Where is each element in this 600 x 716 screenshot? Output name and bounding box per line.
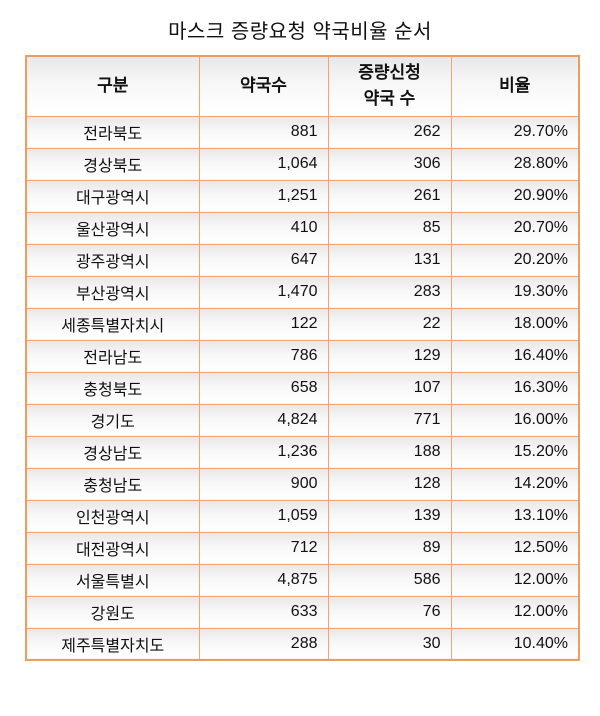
cell-pharmacy-count: 900 bbox=[198, 467, 329, 501]
table-row: 전라북도 881 262 29.70% bbox=[25, 115, 580, 149]
table-row: 제주특별자치도 288 30 10.40% bbox=[25, 627, 580, 661]
cell-ratio: 29.70% bbox=[450, 115, 580, 149]
cell-pharmacy-count: 4,824 bbox=[198, 403, 329, 437]
col-header-region: 구분 bbox=[25, 55, 200, 117]
cell-region: 부산광역시 bbox=[25, 275, 200, 309]
cell-pharmacy-count: 658 bbox=[198, 371, 329, 405]
header-row: 구분 약국수 증량신청 약국 수 비율 bbox=[25, 55, 580, 117]
cell-request-count: 261 bbox=[327, 179, 452, 213]
table-row: 경기도 4,824 771 16.00% bbox=[25, 403, 580, 437]
cell-ratio: 14.20% bbox=[450, 467, 580, 501]
table-row: 전라남도 786 129 16.40% bbox=[25, 339, 580, 373]
cell-ratio: 13.10% bbox=[450, 499, 580, 533]
cell-ratio: 20.70% bbox=[450, 211, 580, 245]
cell-ratio: 18.00% bbox=[450, 307, 580, 341]
page-title: 마스크 증량요청 약국비율 순서 bbox=[168, 21, 432, 43]
table-header: 구분 약국수 증량신청 약국 수 비율 bbox=[25, 55, 580, 117]
cell-request-count: 129 bbox=[327, 339, 452, 373]
table-body: 전라북도 881 262 29.70% 경상북도 1,064 306 28.80% 대구광역시 1… bbox=[25, 115, 580, 661]
cell-request-count: 85 bbox=[327, 211, 452, 245]
cell-ratio: 12.50% bbox=[450, 531, 580, 565]
cell-pharmacy-count: 410 bbox=[198, 211, 329, 245]
cell-region: 강원도 bbox=[25, 595, 200, 629]
col-header-request-count: 증량신청 약국 수 bbox=[327, 55, 452, 117]
cell-region: 세종특별자치시 bbox=[25, 307, 200, 341]
cell-request-count: 586 bbox=[327, 563, 452, 597]
cell-region: 충청남도 bbox=[25, 467, 200, 501]
cell-request-count: 283 bbox=[327, 275, 452, 309]
cell-pharmacy-count: 1,470 bbox=[198, 275, 329, 309]
cell-ratio: 19.30% bbox=[450, 275, 580, 309]
cell-pharmacy-count: 881 bbox=[198, 115, 329, 149]
cell-pharmacy-count: 122 bbox=[198, 307, 329, 341]
cell-request-count: 262 bbox=[327, 115, 452, 149]
cell-pharmacy-count: 712 bbox=[198, 531, 329, 565]
cell-region: 전라북도 bbox=[25, 115, 200, 149]
mask-request-ratio-table: 구분 약국수 증량신청 약국 수 비율 전라북도 881 262 29.70% 경상북도… bbox=[25, 55, 580, 661]
cell-region: 전라남도 bbox=[25, 339, 200, 373]
cell-ratio: 16.40% bbox=[450, 339, 580, 373]
table-row: 경상북도 1,064 306 28.80% bbox=[25, 147, 580, 181]
table-row: 대전광역시 712 89 12.50% bbox=[25, 531, 580, 565]
cell-region: 경상남도 bbox=[25, 435, 200, 469]
cell-request-count: 306 bbox=[327, 147, 452, 181]
cell-pharmacy-count: 4,875 bbox=[198, 563, 329, 597]
cell-region: 서울특별시 bbox=[25, 563, 200, 597]
table-row: 광주광역시 647 131 20.20% bbox=[25, 243, 580, 277]
cell-pharmacy-count: 1,236 bbox=[198, 435, 329, 469]
table-row: 서울특별시 4,875 586 12.00% bbox=[25, 563, 580, 597]
cell-region: 울산광역시 bbox=[25, 211, 200, 245]
cell-pharmacy-count: 786 bbox=[198, 339, 329, 373]
cell-pharmacy-count: 288 bbox=[198, 627, 329, 661]
col-header-ratio: 비율 bbox=[450, 55, 580, 117]
cell-region: 광주광역시 bbox=[25, 243, 200, 277]
cell-region: 대구광역시 bbox=[25, 179, 200, 213]
table-row: 경상남도 1,236 188 15.20% bbox=[25, 435, 580, 469]
cell-request-count: 188 bbox=[327, 435, 452, 469]
table-row: 울산광역시 410 85 20.70% bbox=[25, 211, 580, 245]
cell-request-count: 107 bbox=[327, 371, 452, 405]
cell-region: 대전광역시 bbox=[25, 531, 200, 565]
col-header-pharmacy-count: 약국수 bbox=[198, 55, 329, 117]
cell-request-count: 30 bbox=[327, 627, 452, 661]
cell-pharmacy-count: 1,059 bbox=[198, 499, 329, 533]
cell-ratio: 20.20% bbox=[450, 243, 580, 277]
table-row: 대구광역시 1,251 261 20.90% bbox=[25, 179, 580, 213]
table-row: 세종특별자치시 122 22 18.00% bbox=[25, 307, 580, 341]
cell-request-count: 89 bbox=[327, 531, 452, 565]
cell-request-count: 771 bbox=[327, 403, 452, 437]
table-row: 충청북도 658 107 16.30% bbox=[25, 371, 580, 405]
cell-ratio: 16.30% bbox=[450, 371, 580, 405]
cell-ratio: 16.00% bbox=[450, 403, 580, 437]
cell-region: 충청북도 bbox=[25, 371, 200, 405]
cell-request-count: 131 bbox=[327, 243, 452, 277]
cell-region: 인천광역시 bbox=[25, 499, 200, 533]
table-row: 충청남도 900 128 14.20% bbox=[25, 467, 580, 501]
cell-request-count: 128 bbox=[327, 467, 452, 501]
cell-request-count: 76 bbox=[327, 595, 452, 629]
cell-pharmacy-count: 633 bbox=[198, 595, 329, 629]
cell-pharmacy-count: 1,064 bbox=[198, 147, 329, 181]
cell-region: 제주특별자치도 bbox=[25, 627, 200, 661]
cell-pharmacy-count: 647 bbox=[198, 243, 329, 277]
cell-region: 경기도 bbox=[25, 403, 200, 437]
cell-ratio: 15.20% bbox=[450, 435, 580, 469]
cell-ratio: 12.00% bbox=[450, 563, 580, 597]
cell-ratio: 28.80% bbox=[450, 147, 580, 181]
cell-region: 경상북도 bbox=[25, 147, 200, 181]
cell-ratio: 10.40% bbox=[450, 627, 580, 661]
table-row: 부산광역시 1,470 283 19.30% bbox=[25, 275, 580, 309]
cell-request-count: 139 bbox=[327, 499, 452, 533]
cell-ratio: 20.90% bbox=[450, 179, 580, 213]
table-row: 인천광역시 1,059 139 13.10% bbox=[25, 499, 580, 533]
cell-pharmacy-count: 1,251 bbox=[198, 179, 329, 213]
table-row: 강원도 633 76 12.00% bbox=[25, 595, 580, 629]
cell-request-count: 22 bbox=[327, 307, 452, 341]
cell-ratio: 12.00% bbox=[450, 595, 580, 629]
